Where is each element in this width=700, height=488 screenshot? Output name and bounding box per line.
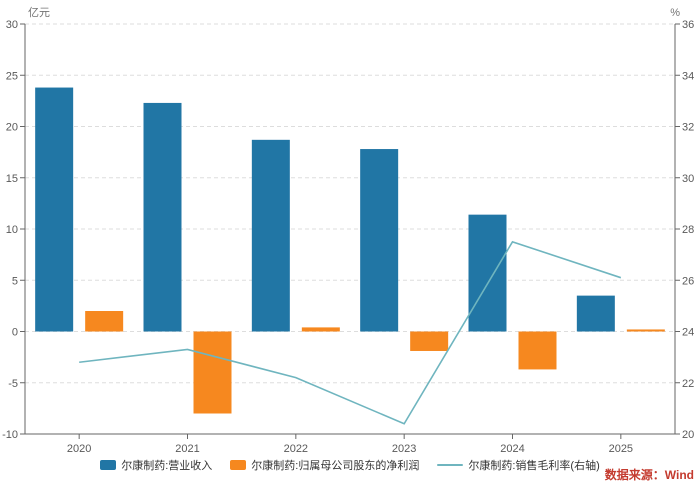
- bar-net-profit-2021: [193, 331, 232, 414]
- right-axis-unit-label: %: [670, 7, 680, 19]
- bar-net-profit-2023: [410, 331, 449, 351]
- right-tick-label: 34: [682, 70, 694, 82]
- bar-revenue-2023: [360, 149, 399, 332]
- legend-item-gross-margin[interactable]: 尔康制药:销售毛利率(右轴): [437, 457, 600, 473]
- x-tick-label: 2021: [175, 443, 199, 455]
- bar-revenue-2025: [576, 295, 615, 332]
- bar-revenue-2021: [143, 102, 182, 332]
- x-tick-label: 2023: [392, 443, 416, 455]
- right-tick-label: 28: [682, 224, 694, 236]
- left-axis-unit-label: 亿元: [28, 7, 50, 19]
- right-tick-label: 30: [682, 173, 694, 185]
- gross-margin-line: [79, 240, 622, 425]
- right-tick-label: 36: [682, 19, 694, 31]
- right-tick-label: 24: [682, 327, 694, 339]
- right-tick-label: 32: [682, 122, 694, 134]
- net-profit-swatch-icon: [230, 460, 247, 470]
- bar-net-profit-2022: [301, 327, 340, 332]
- gross-margin-line-swatch-icon: [437, 464, 464, 466]
- left-tick-label: 5: [12, 275, 18, 287]
- bar-revenue-2020: [35, 87, 74, 332]
- legend-item-revenue[interactable]: 尔康制药:营业收入: [100, 457, 212, 473]
- legend: 尔康制药:营业收入 尔康制药:归属母公司股东的净利润 尔康制药:销售毛利率(右轴…: [0, 457, 700, 473]
- x-tick-label: 2022: [284, 443, 308, 455]
- left-tick-label: 30: [6, 19, 18, 31]
- right-tick-label: 22: [682, 378, 694, 390]
- right-tick-label: 20: [682, 429, 694, 441]
- x-tick-label: 2025: [609, 443, 633, 455]
- legend-label-net-profit: 尔康制药:归属母公司股东的净利润: [251, 460, 420, 472]
- bar-net-profit-2024: [518, 331, 557, 370]
- left-tick-label: 15: [6, 173, 18, 185]
- bar-net-profit-2025: [626, 329, 665, 332]
- data-source-label: 数据来源：Wind: [604, 468, 694, 482]
- left-tick-label: 0: [12, 327, 18, 339]
- left-tick-label: -5: [8, 378, 18, 390]
- x-tick-label: 2024: [500, 443, 524, 455]
- revenue-swatch-icon: [100, 460, 117, 470]
- x-tick-label: 2020: [67, 443, 91, 455]
- left-tick-label: 25: [6, 70, 18, 82]
- legend-item-net-profit[interactable]: 尔康制药:归属母公司股东的净利润: [230, 457, 419, 473]
- right-tick-label: 26: [682, 275, 694, 287]
- legend-label-gross-margin: 尔康制药:销售毛利率(右轴): [468, 460, 600, 472]
- legend-label-revenue: 尔康制药:营业收入: [121, 460, 213, 472]
- bar-revenue-2022: [251, 139, 290, 332]
- left-tick-label: -10: [2, 429, 18, 441]
- left-tick-label: 10: [6, 224, 18, 236]
- left-tick-label: 20: [6, 122, 18, 134]
- bar-net-profit-2020: [85, 311, 124, 332]
- bar-revenue-2024: [468, 214, 507, 332]
